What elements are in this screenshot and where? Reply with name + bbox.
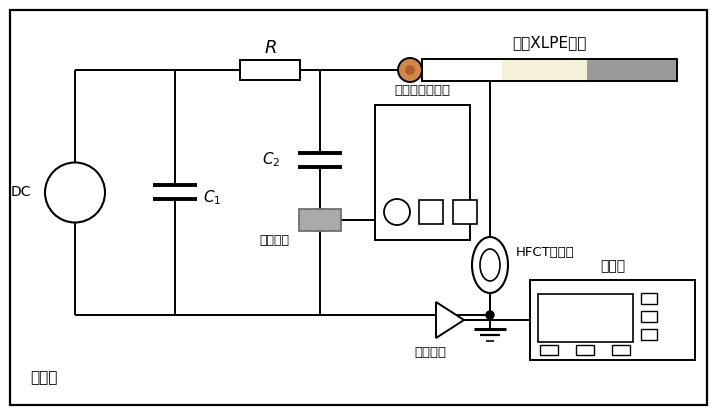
Bar [641, 293, 657, 304]
Text: 直流局放检测仪: 直流局放检测仪 [394, 85, 450, 98]
Circle shape [384, 199, 410, 225]
Bar [540, 345, 558, 355]
Circle shape [45, 163, 105, 222]
Bar [422, 59, 677, 81]
Bar [538, 294, 633, 342]
Bar [576, 345, 594, 355]
Text: 直流XLPE电缆: 直流XLPE电缆 [513, 36, 587, 51]
Bar [530, 280, 695, 360]
Bar [587, 59, 677, 81]
Circle shape [398, 58, 422, 82]
Text: $C_1$: $C_1$ [203, 188, 222, 207]
Text: 检测阻抗: 检测阻抗 [259, 234, 289, 247]
Text: 屏蔽房: 屏蔽房 [30, 370, 57, 385]
Bar [240, 60, 300, 80]
Text: $R$: $R$ [264, 39, 276, 57]
Text: DC: DC [11, 186, 31, 200]
Ellipse shape [480, 249, 500, 281]
Text: $C_2$: $C_2$ [262, 151, 280, 169]
Bar [641, 329, 657, 340]
Text: 示波器: 示波器 [600, 259, 625, 273]
Bar [419, 200, 443, 224]
Bar [375, 105, 470, 240]
Text: 调理单元: 调理单元 [414, 346, 446, 359]
Bar [612, 345, 630, 355]
Bar [299, 209, 341, 231]
Polygon shape [436, 302, 464, 338]
Circle shape [486, 311, 494, 319]
Ellipse shape [472, 237, 508, 293]
Bar [453, 200, 477, 224]
Text: HFCT传感器: HFCT传感器 [516, 247, 575, 259]
Circle shape [405, 65, 415, 75]
Bar [422, 59, 502, 81]
Bar [641, 311, 657, 322]
Bar [502, 59, 587, 81]
